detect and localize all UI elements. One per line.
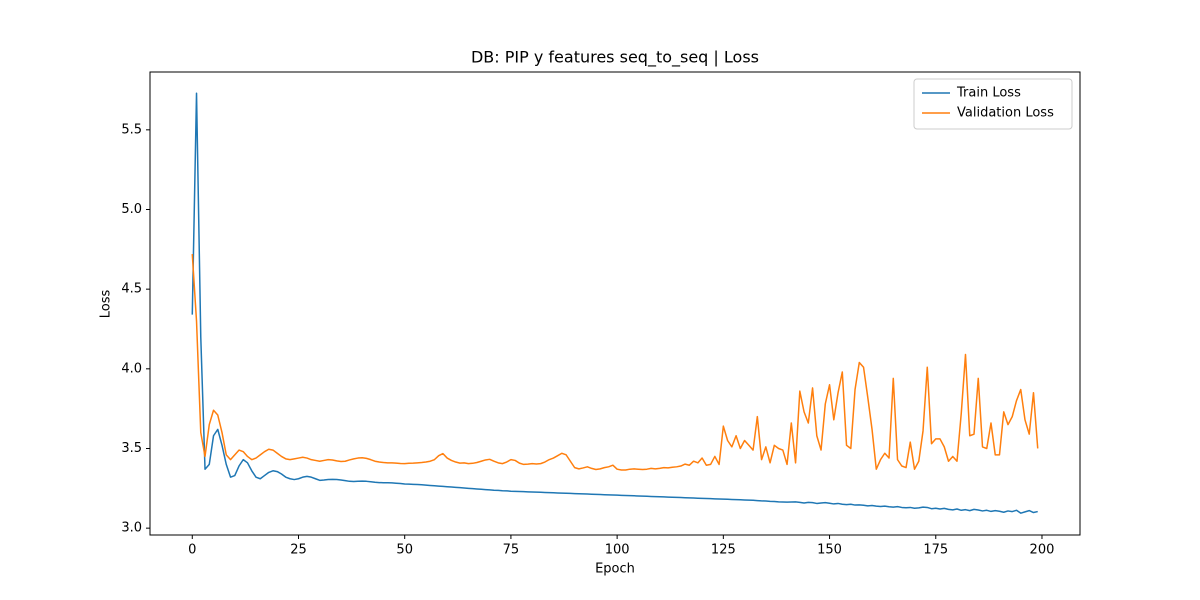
line-series xyxy=(191,254,1039,471)
y-tick-label: 4.0 xyxy=(121,361,142,376)
x-tick-label: 200 xyxy=(1030,543,1055,558)
y-tick-label: 5.0 xyxy=(121,202,142,217)
x-tick-label: 175 xyxy=(923,543,948,558)
x-tick-label: 0 xyxy=(188,543,196,558)
x-tick-label: 150 xyxy=(817,543,842,558)
x-tick-label: 125 xyxy=(711,543,736,558)
legend-label: Validation Loss xyxy=(957,106,1054,121)
x-tick-label: 25 xyxy=(290,543,307,558)
chart-title: DB: PIP y features seq_to_seq | Loss xyxy=(471,48,759,68)
y-tick-label: 4.5 xyxy=(121,282,142,297)
x-tick-label: 50 xyxy=(396,543,413,558)
legend-label: Train Loss xyxy=(956,86,1021,101)
x-tick-label: 100 xyxy=(605,543,630,558)
y-tick-label: 3.0 xyxy=(121,521,142,536)
legend-box xyxy=(913,78,1073,130)
y-tick-label: 5.5 xyxy=(121,122,142,137)
axes-frame xyxy=(149,71,1081,536)
line-series xyxy=(191,92,1038,514)
y-axis-label: Loss xyxy=(99,290,114,319)
x-axis-label: Epoch xyxy=(595,562,635,577)
x-tick-label: 75 xyxy=(503,543,520,558)
y-tick-label: 3.5 xyxy=(121,441,142,456)
